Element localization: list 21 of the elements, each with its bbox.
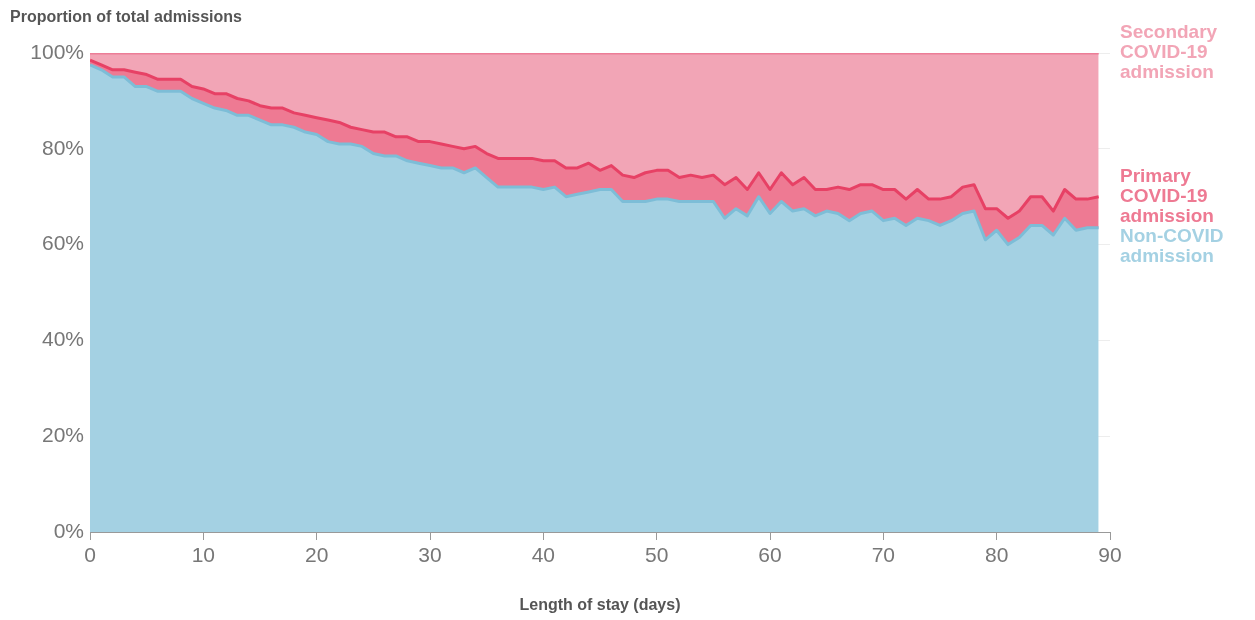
- x-tick-label: 50: [644, 543, 669, 567]
- y-tick-label: 0%: [53, 518, 84, 542]
- y-tick-label: 100%: [30, 39, 84, 63]
- series-label: Non-COVID admission: [1120, 224, 1224, 266]
- x-tick-label: 20: [304, 543, 329, 567]
- y-tick-label: 60%: [41, 231, 84, 255]
- x-tick-label: 40: [531, 543, 556, 567]
- x-tick-label: 60: [758, 543, 782, 567]
- y-axis-title: Proportion of total admissions: [10, 8, 243, 26]
- x-tick-label: 80: [984, 543, 1009, 567]
- y-tick-label: 20%: [41, 423, 84, 446]
- x-tick-label: 30: [418, 543, 442, 567]
- y-tick-label: 80%: [41, 135, 84, 159]
- x-tick-label: 0: [84, 543, 96, 567]
- y-tick-label: 40%: [41, 327, 84, 351]
- x-axis-title: Length of stay (days): [519, 596, 681, 614]
- series-label: Primary COVID-19 admission: [1120, 164, 1214, 226]
- series-label: Secondary COVID-19 admission: [1120, 21, 1218, 83]
- x-tick-label: 90: [1098, 543, 1122, 567]
- x-tick-label: 70: [871, 543, 896, 567]
- x-tick-label: 10: [191, 543, 216, 567]
